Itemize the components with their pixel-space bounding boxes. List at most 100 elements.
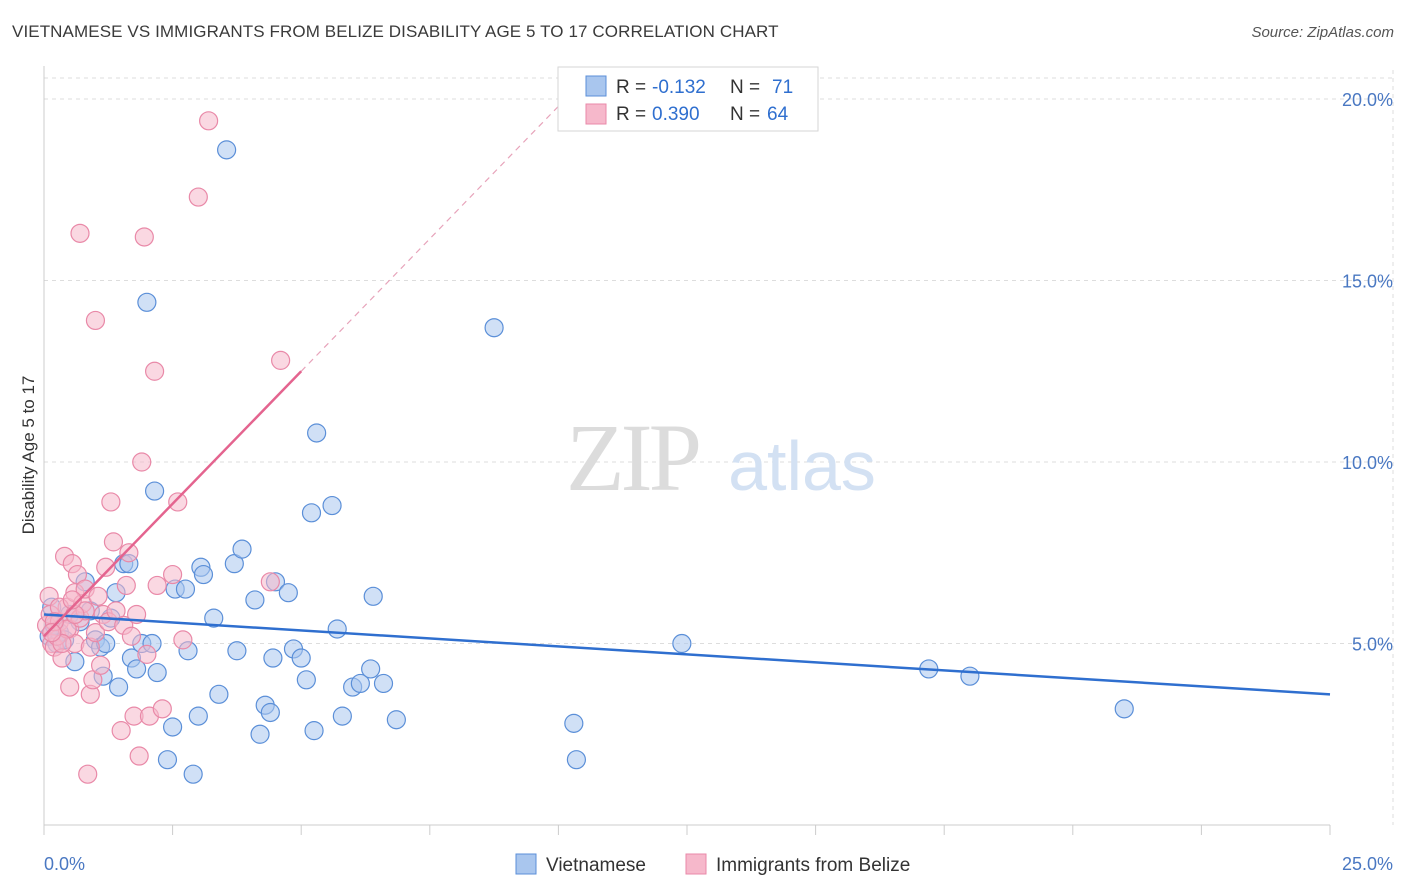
point-belize-62 [42, 623, 62, 643]
legend-r-label-2: R = [616, 104, 646, 125]
point-vietnamese-33 [188, 706, 208, 726]
stats-legend: R = -0.132 N = 71 R = 0.390 N = 64 [557, 66, 819, 132]
point-vietnamese-69 [960, 666, 980, 686]
point-vietnamese-23 [137, 292, 157, 312]
point-belize-32 [101, 492, 121, 512]
bottom-legend-label-belize: Immigrants from Belize [716, 855, 910, 876]
x-tick-label-max: 25.0% [1342, 854, 1393, 874]
point-belize-37 [116, 575, 136, 596]
point-belize-53 [188, 187, 208, 207]
point-vietnamese-41 [232, 539, 252, 559]
point-vietnamese-40 [227, 641, 247, 661]
point-belize-42 [129, 746, 149, 766]
point-belize-51 [168, 492, 188, 512]
point-vietnamese-43 [250, 724, 270, 744]
point-belize-43 [132, 452, 152, 472]
point-vietnamese-52 [301, 503, 322, 523]
point-vietnamese-63 [386, 710, 406, 730]
point-belize-48 [147, 575, 167, 596]
y-tick-label-10: 10.0% [1342, 453, 1393, 473]
point-vietnamese-50 [291, 648, 311, 668]
point-vietnamese-30 [175, 579, 196, 599]
legend-n-value-2: 64 [767, 104, 789, 125]
point-belize-28 [90, 655, 111, 675]
point-belize-30 [96, 557, 116, 577]
point-belize-50 [163, 564, 183, 585]
point-vietnamese-64 [484, 318, 504, 338]
point-belize-39 [121, 626, 142, 646]
point-vietnamese-55 [322, 495, 342, 516]
watermark-atlas: atlas [728, 427, 876, 505]
legend-swatch-vietnamese [585, 75, 607, 97]
point-vietnamese-61 [363, 586, 383, 606]
legend-n-label-2: N = [730, 104, 760, 125]
x-tick-label-min: 0.0% [44, 854, 85, 874]
point-belize-49 [152, 699, 172, 719]
y-tick-label-20: 20.0% [1342, 90, 1393, 110]
point-belize-47 [144, 361, 165, 381]
x-tick-labels: 0.0% 25.0% [44, 854, 1393, 874]
series-legend: Vietnamese Immigrants from Belize [515, 853, 910, 876]
point-belize-63 [62, 590, 82, 610]
point-vietnamese-65 [564, 713, 584, 733]
bottom-legend-swatch-belize [685, 853, 707, 875]
point-belize-44 [134, 227, 154, 247]
point-vietnamese-37 [209, 684, 229, 704]
point-vietnamese-59 [350, 673, 370, 694]
axes [43, 66, 1331, 835]
point-vietnamese-54 [307, 423, 327, 443]
point-vietnamese-56 [327, 619, 347, 639]
grid-lines [44, 70, 1395, 825]
data-points [36, 111, 1134, 784]
point-belize-35 [111, 721, 131, 741]
point-vietnamese-25 [144, 481, 165, 501]
point-vietnamese-32 [183, 764, 203, 784]
legend-r-value-2: 0.390 [652, 104, 700, 125]
point-vietnamese-67 [672, 633, 692, 654]
point-belize-25 [85, 310, 106, 331]
y-tick-label-5: 5.0% [1352, 635, 1393, 655]
trend-line-belize [43, 370, 303, 638]
point-vietnamese-53 [304, 721, 324, 741]
point-belize-45 [137, 644, 157, 664]
watermark: ZIP atlas [566, 404, 876, 511]
point-vietnamese-27 [157, 750, 178, 770]
point-vietnamese-48 [278, 583, 298, 603]
legend-r-label-1: R = [616, 77, 646, 98]
point-vietnamese-51 [296, 670, 316, 690]
point-vietnamese-60 [361, 659, 381, 679]
point-vietnamese-46 [263, 648, 283, 668]
y-tick-labels: 5.0% 10.0% 15.0% 20.0% [1342, 90, 1393, 654]
point-belize-17 [70, 223, 90, 243]
trend-line-vietnamese [43, 613, 1331, 696]
bottom-legend-swatch-vietnamese [515, 853, 537, 875]
legend-r-value-1: -0.132 [652, 77, 706, 98]
point-belize-55 [260, 572, 280, 592]
legend-swatch-belize [585, 103, 607, 125]
source-label: Source: ZipAtlas.com [1251, 24, 1394, 41]
point-belize-21 [78, 764, 98, 784]
point-belize-11 [60, 677, 80, 697]
point-belize-52 [173, 630, 193, 650]
trend-lines [43, 105, 1331, 696]
legend-n-label-1: N = [730, 77, 760, 98]
point-belize-26 [85, 623, 106, 643]
point-vietnamese-42 [245, 590, 265, 610]
point-vietnamese-57 [332, 706, 352, 726]
point-vietnamese-70 [1114, 699, 1134, 719]
point-vietnamese-26 [147, 662, 167, 683]
point-vietnamese-17 [108, 677, 129, 697]
point-belize-27 [88, 586, 108, 606]
point-belize-56 [271, 350, 291, 370]
point-vietnamese-38 [217, 140, 237, 160]
point-vietnamese-62 [373, 673, 394, 694]
watermark-zip: ZIP [566, 404, 699, 511]
chart-title: VIETNAMESE VS IMMIGRANTS FROM BELIZE DIS… [12, 22, 779, 41]
y-tick-label-15: 15.0% [1342, 272, 1393, 292]
point-belize-54 [199, 111, 219, 131]
point-vietnamese-36 [204, 608, 224, 628]
y-axis-label: Disability Age 5 to 17 [19, 376, 38, 535]
point-belize-38 [119, 543, 139, 563]
point-belize-33 [103, 532, 124, 552]
